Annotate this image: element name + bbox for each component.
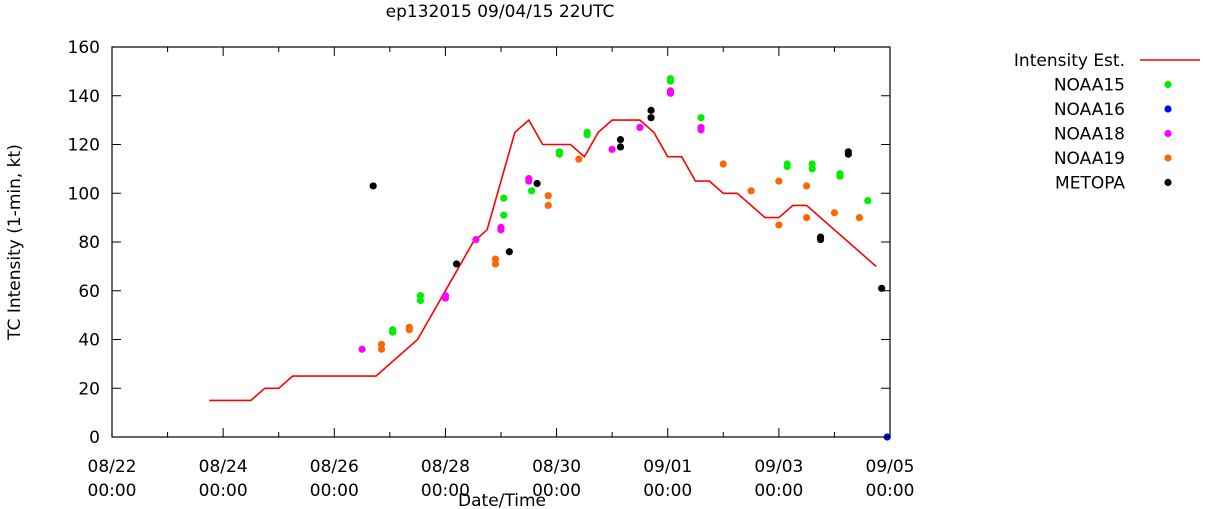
y-tick-label: 120	[68, 136, 100, 156]
noaa19-point	[544, 201, 552, 210]
y-tick-label: 160	[68, 38, 100, 58]
noaa19-point	[775, 177, 783, 185]
x-tick-label: 09/05	[866, 457, 915, 477]
y-tick-label: 80	[78, 233, 100, 253]
y-tick-label: 20	[78, 379, 100, 399]
plot-frame	[111, 46, 891, 438]
metopa-point	[505, 248, 513, 256]
legend-label: METOPA	[1055, 174, 1125, 194]
intensity-est-line	[209, 118, 877, 402]
y-tick-label: 0	[89, 428, 100, 448]
noaa18-point	[697, 123, 705, 132]
y-tick-label: 40	[78, 331, 100, 351]
x-tick-label: 00:00	[532, 481, 581, 501]
noaa18-point	[636, 123, 644, 132]
noaa19-point	[775, 221, 783, 229]
y-tick-labels: 0 20 40 60 80 100 120 140 160	[68, 38, 100, 448]
noaa15-point	[389, 326, 397, 334]
noaa19-point	[491, 255, 500, 263]
chart-title: ep132015 09/04/15 22UTC	[386, 2, 615, 22]
metopa-point	[844, 148, 852, 156]
x-tick-label: 08/26	[310, 457, 359, 477]
metopa-point	[878, 284, 886, 292]
x-tick-label: 00:00	[199, 481, 248, 501]
noaa15-point	[697, 114, 705, 122]
noaa19-point	[377, 340, 386, 348]
noaa15-point	[500, 194, 508, 202]
x-tick-label: 08/22	[88, 457, 137, 477]
metopa-point	[616, 136, 625, 144]
legend-swatch-point	[1164, 105, 1172, 113]
metopa-point	[647, 106, 655, 114]
noaa15-point	[583, 128, 591, 136]
x-tick-label: 00:00	[754, 481, 803, 501]
metopa-point	[816, 233, 825, 241]
legend-swatch-point	[1164, 178, 1172, 187]
noaa18-point	[666, 87, 675, 95]
noaa15-point	[808, 160, 816, 168]
noaa15-point	[527, 187, 536, 195]
noaa15-point	[555, 148, 563, 156]
metopa-point	[647, 114, 655, 122]
y-tick-label: 100	[68, 184, 100, 204]
legend-label: NOAA16	[1054, 100, 1125, 120]
y-axis-label: TC Intensity (1-min, kt)	[5, 144, 25, 341]
noaa18-point	[497, 223, 505, 231]
metopa-point	[369, 182, 377, 190]
noaa15-point	[416, 292, 425, 300]
x-tick-label: 00:00	[643, 481, 692, 501]
noaa19-point	[405, 323, 413, 331]
legend-label: NOAA15	[1054, 76, 1125, 96]
noaa15-point	[500, 211, 508, 219]
legend-label: NOAA18	[1054, 125, 1125, 145]
noaa19-point	[747, 187, 755, 195]
metopa-point	[533, 179, 541, 188]
noaa19-point	[544, 192, 552, 200]
noaa18-point	[441, 292, 450, 300]
legend-swatch-point	[1164, 80, 1172, 89]
noaa19-point	[855, 214, 864, 222]
noaa18-point	[358, 345, 366, 353]
noaa18-point	[525, 175, 533, 183]
x-tick-label: 08/30	[532, 457, 581, 477]
x-tick-label: 00:00	[88, 481, 137, 501]
x-tick-label: 08/24	[199, 457, 248, 477]
x-tick-label: 08/28	[421, 457, 470, 477]
noaa15-point	[783, 160, 791, 168]
legend: Intensity Est. NOAA15 NOAA16 NOAA18 NOAA19 ME…	[1014, 51, 1200, 194]
noaa19-point	[575, 155, 583, 163]
y-tick-label: 140	[68, 87, 100, 107]
x-tick-label: 00:00	[421, 481, 470, 501]
x-tick-label: 00:00	[866, 481, 915, 501]
noaa15-point	[864, 196, 872, 205]
noaa18-point	[608, 145, 616, 153]
metopa-point	[616, 143, 625, 151]
noaa19-point	[803, 214, 811, 222]
axes-ticks	[111, 46, 891, 438]
noaa15-point	[836, 170, 844, 178]
x-tick-label: 09/03	[754, 457, 803, 477]
legend-swatch-point	[1164, 154, 1172, 162]
y-tick-label: 60	[78, 282, 100, 302]
legend-label: Intensity Est.	[1014, 51, 1125, 71]
x-axis-label: Date/Time	[458, 491, 546, 509]
x-tick-label: 09/01	[643, 457, 692, 477]
legend-swatch-point	[1164, 129, 1172, 138]
x-tick-label: 00:00	[310, 481, 359, 501]
noaa19-point	[830, 209, 839, 217]
noaa19-point	[719, 160, 727, 168]
noaa18-point	[472, 235, 480, 244]
metopa-point	[452, 260, 461, 268]
noaa19-point	[803, 182, 811, 190]
legend-label: NOAA19	[1054, 149, 1125, 169]
plot-series	[209, 75, 891, 441]
x-tick-labels: 08/22 00:00 08/24 00:00 08/26 00:00 08/28 00:00…	[88, 457, 915, 501]
noaa15-point	[666, 75, 675, 83]
